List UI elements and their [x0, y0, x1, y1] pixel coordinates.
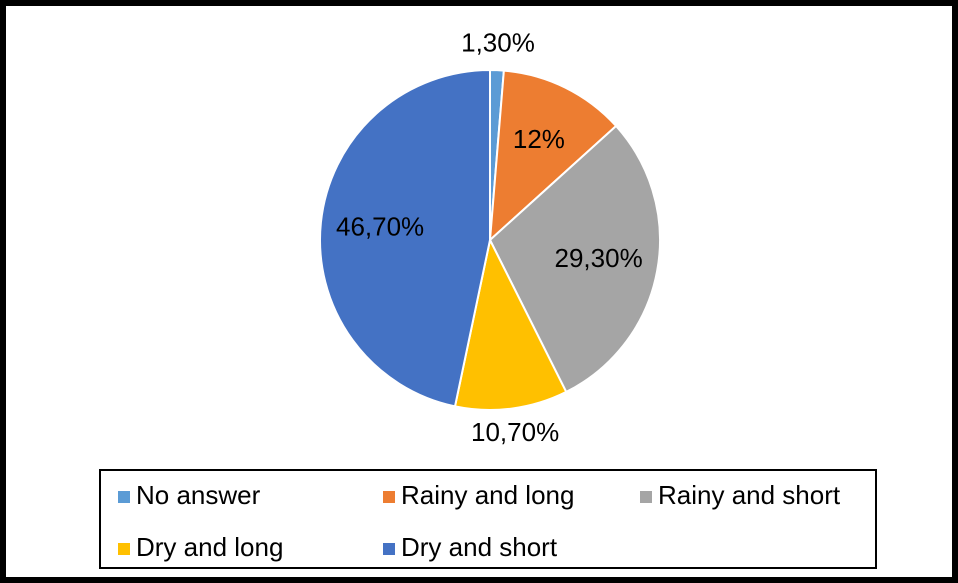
data-label: 10,70% [471, 417, 559, 447]
data-label: 1,30% [461, 28, 535, 58]
legend-swatch [383, 491, 395, 503]
legend-swatch [640, 491, 652, 503]
legend-label: Rainy and long [401, 480, 574, 510]
pie-slice [488, 69, 618, 243]
pie-slice [488, 124, 661, 394]
legend-box [99, 469, 877, 569]
pie-slice [453, 236, 568, 411]
legend-swatch [118, 491, 130, 503]
data-label: 46,70% [336, 211, 424, 241]
legend-label: Rainy and short [658, 480, 841, 510]
pie-slice [319, 68, 491, 408]
legend-swatch [383, 543, 395, 555]
legend-label: No answer [136, 480, 261, 510]
legend-label: Dry and long [136, 532, 283, 562]
legend-swatch [118, 543, 130, 555]
data-label: 29,30% [555, 243, 643, 273]
data-label: 12% [513, 124, 565, 154]
legend-label: Dry and short [401, 532, 558, 562]
